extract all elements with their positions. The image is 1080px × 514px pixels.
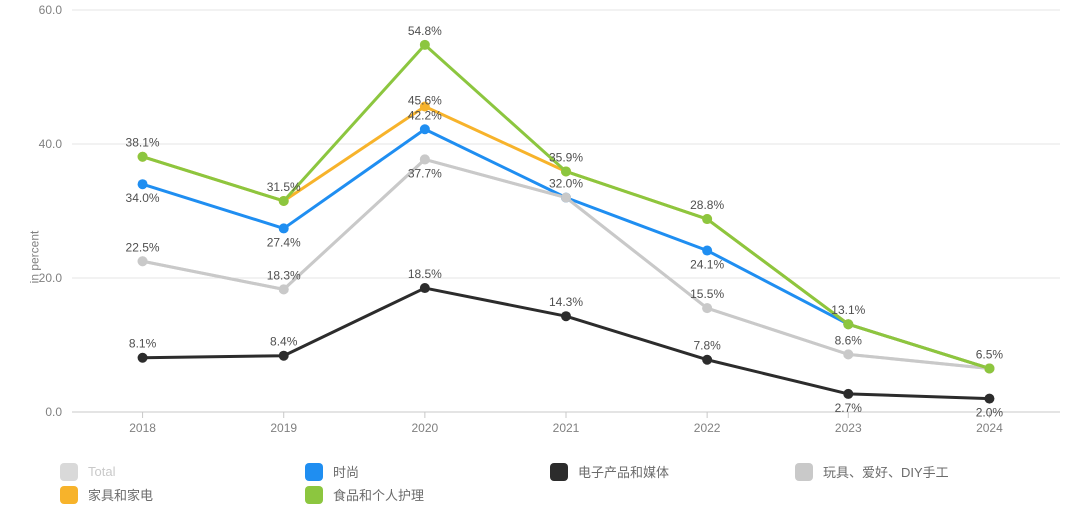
- legend-label: Total: [88, 464, 115, 479]
- svg-text:8.4%: 8.4%: [270, 335, 298, 349]
- svg-text:2024: 2024: [976, 421, 1003, 435]
- svg-text:27.4%: 27.4%: [267, 235, 301, 249]
- svg-text:20.0: 20.0: [39, 271, 63, 285]
- svg-text:42.2%: 42.2%: [408, 108, 442, 122]
- legend-label: 时尚: [333, 462, 359, 481]
- svg-text:14.3%: 14.3%: [549, 295, 583, 309]
- svg-text:8.1%: 8.1%: [129, 337, 157, 351]
- chart-svg: 0.0 20.0 40.0 60.0 2018 2019 2020 2021 2022 2023 2…: [0, 0, 1080, 514]
- legend-item-toys: 玩具、爱好、DIY手工: [795, 462, 1040, 481]
- legend-swatch: [305, 463, 323, 481]
- legend-row: Total 时尚 电子产品和媒体 玩具、爱好、DIY手工: [60, 462, 1040, 481]
- svg-text:24.1%: 24.1%: [690, 258, 724, 272]
- legend-swatch: [795, 463, 813, 481]
- legend-label: 家具和家电: [88, 485, 153, 504]
- svg-text:28.8%: 28.8%: [690, 198, 724, 212]
- legend-label: 食品和个人护理: [333, 485, 424, 504]
- svg-text:2022: 2022: [694, 421, 721, 435]
- legend-label: 电子产品和媒体: [578, 462, 669, 481]
- svg-text:15.5%: 15.5%: [690, 287, 724, 301]
- svg-text:54.8%: 54.8%: [408, 24, 442, 38]
- svg-text:2019: 2019: [270, 421, 297, 435]
- legend-item-electronics: 电子产品和媒体: [550, 462, 795, 481]
- svg-text:38.1%: 38.1%: [126, 136, 160, 150]
- svg-text:45.6%: 45.6%: [408, 93, 442, 107]
- svg-text:31.5%: 31.5%: [267, 180, 301, 194]
- svg-text:2023: 2023: [835, 421, 862, 435]
- svg-text:2.7%: 2.7%: [835, 401, 863, 415]
- svg-text:13.1%: 13.1%: [831, 303, 865, 317]
- svg-text:0.0: 0.0: [45, 405, 62, 419]
- svg-text:60.0: 60.0: [39, 3, 63, 17]
- svg-text:6.5%: 6.5%: [976, 347, 1004, 361]
- svg-text:32.0%: 32.0%: [549, 177, 583, 191]
- svg-text:2018: 2018: [129, 421, 156, 435]
- svg-text:18.3%: 18.3%: [267, 268, 301, 282]
- svg-text:8.6%: 8.6%: [835, 333, 863, 347]
- svg-text:34.0%: 34.0%: [126, 191, 160, 205]
- line-chart: in percent 0.020.040.060.020182019202020…: [0, 0, 1080, 514]
- legend-item-food: 食品和个人护理: [305, 485, 550, 504]
- legend-item-fashion: 时尚: [305, 462, 550, 481]
- legend-swatch: [305, 486, 323, 504]
- legend-swatch: [550, 463, 568, 481]
- legend-swatch: [60, 463, 78, 481]
- svg-text:2.0%: 2.0%: [976, 406, 1004, 420]
- svg-text:2021: 2021: [553, 421, 580, 435]
- svg-text:18.5%: 18.5%: [408, 267, 442, 281]
- legend-row: 家具和家电 食品和个人护理: [60, 485, 1040, 504]
- svg-text:22.5%: 22.5%: [126, 240, 160, 254]
- svg-text:2020: 2020: [412, 421, 439, 435]
- legend: Total 时尚 电子产品和媒体 玩具、爱好、DIY手工家具和家电 食品和个人护理: [0, 462, 1080, 508]
- legend-item-furniture: 家具和家电: [60, 485, 305, 504]
- svg-text:40.0: 40.0: [39, 137, 63, 151]
- legend-swatch: [60, 486, 78, 504]
- svg-text:37.7%: 37.7%: [408, 166, 442, 180]
- legend-label: 玩具、爱好、DIY手工: [823, 462, 949, 481]
- legend-item-total: Total: [60, 462, 305, 481]
- svg-text:35.9%: 35.9%: [549, 150, 583, 164]
- svg-text:7.8%: 7.8%: [693, 339, 721, 353]
